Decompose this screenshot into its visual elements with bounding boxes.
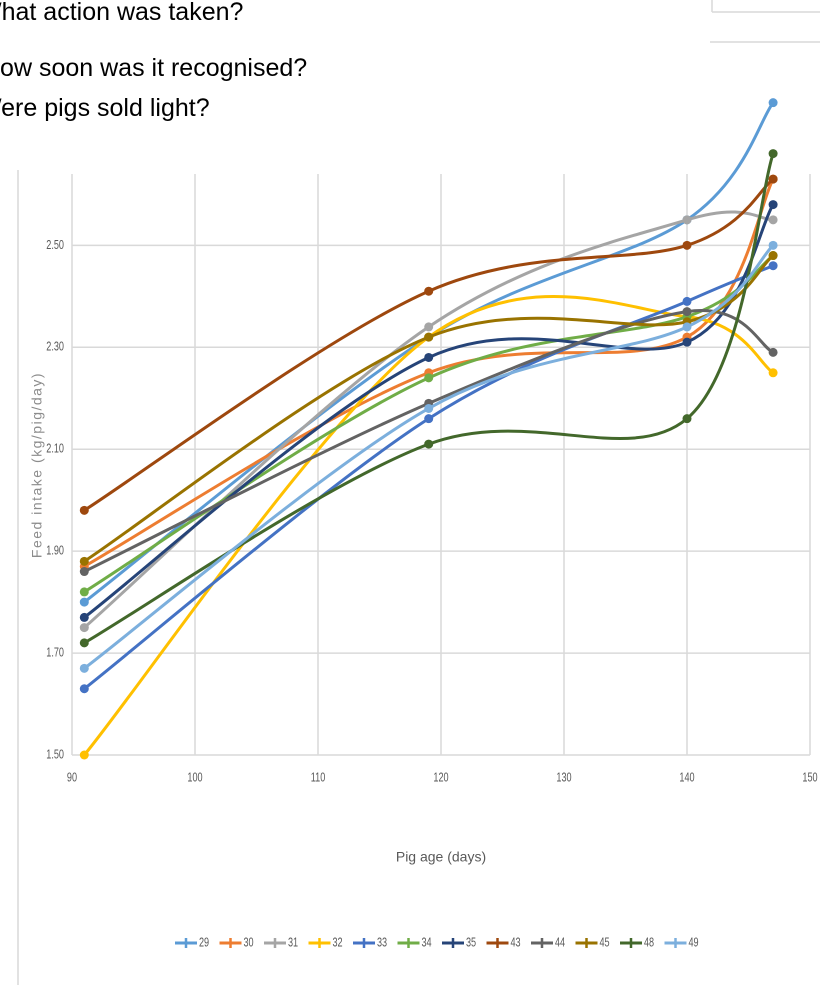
- series-line: [83, 177, 775, 512]
- point: [424, 439, 434, 449]
- x-tick-label: 150: [802, 771, 817, 785]
- legend-label: 31: [288, 936, 298, 950]
- x-tick-label: 130: [556, 771, 571, 785]
- point: [424, 414, 434, 424]
- legend-label: 32: [333, 936, 343, 950]
- point: [768, 347, 778, 357]
- y-tick-label: 2.50: [46, 238, 64, 252]
- point: [79, 638, 89, 648]
- x-tick-label: 90: [67, 771, 77, 785]
- question: What action was taken?: [0, 0, 243, 26]
- legend-label: 45: [600, 936, 610, 950]
- point: [768, 251, 778, 261]
- y-tick-label: 2.10: [46, 442, 64, 456]
- point: [79, 587, 89, 597]
- x-tick-label: 100: [187, 771, 202, 785]
- point: [768, 174, 778, 184]
- legend-label: 29: [199, 936, 209, 950]
- y-tick-label: 1.90: [46, 544, 64, 558]
- series-line: [83, 295, 775, 756]
- point: [768, 240, 778, 250]
- series-line: [83, 101, 775, 604]
- point: [682, 307, 692, 317]
- point: [682, 322, 692, 332]
- point: [682, 414, 692, 424]
- x-tick-label: 120: [433, 771, 448, 785]
- point: [682, 240, 692, 250]
- series-line: [83, 178, 775, 568]
- series-line: [83, 153, 775, 645]
- point: [79, 505, 89, 515]
- point: [79, 556, 89, 566]
- series-line: [83, 254, 775, 594]
- series-line: [83, 254, 775, 563]
- legend-label: 43: [511, 936, 521, 950]
- point: [424, 352, 434, 362]
- point: [682, 215, 692, 225]
- legend-label: 49: [689, 936, 699, 950]
- point: [424, 322, 434, 332]
- point: [768, 261, 778, 271]
- point: [79, 684, 89, 694]
- series-line: [83, 308, 774, 573]
- point: [768, 200, 778, 210]
- question: Were pigs sold light?: [0, 94, 210, 122]
- legend-label: 44: [555, 936, 565, 950]
- point: [768, 215, 778, 225]
- y-tick-label: 1.70: [46, 646, 64, 660]
- point: [79, 663, 89, 673]
- point: [768, 98, 778, 108]
- legend-label: 30: [244, 936, 254, 950]
- question: How soon was it recognised?: [0, 54, 307, 82]
- y-axis-label: Feed intake (kg/pig/day): [29, 372, 45, 558]
- point: [424, 403, 434, 413]
- y-tick-label: 1.50: [46, 748, 64, 762]
- point: [768, 149, 778, 159]
- series-line: [83, 264, 774, 690]
- point: [424, 373, 434, 383]
- x-axis-label: Pig age (days): [396, 849, 486, 865]
- legend-label: 33: [377, 936, 387, 950]
- point: [79, 567, 89, 577]
- point: [79, 612, 89, 622]
- point: [424, 332, 434, 342]
- point: [682, 296, 692, 306]
- point: [682, 337, 692, 347]
- x-tick-label: 140: [679, 771, 694, 785]
- legend-label: 35: [466, 936, 476, 950]
- point: [424, 286, 434, 296]
- point: [79, 750, 89, 760]
- legend-label: 48: [644, 936, 654, 950]
- point: [79, 623, 89, 633]
- x-tick-label: 110: [311, 771, 326, 785]
- point: [768, 368, 778, 378]
- legend-label: 34: [422, 936, 432, 950]
- point: [79, 597, 89, 607]
- y-tick-label: 2.30: [46, 340, 64, 354]
- series-line: [83, 244, 775, 670]
